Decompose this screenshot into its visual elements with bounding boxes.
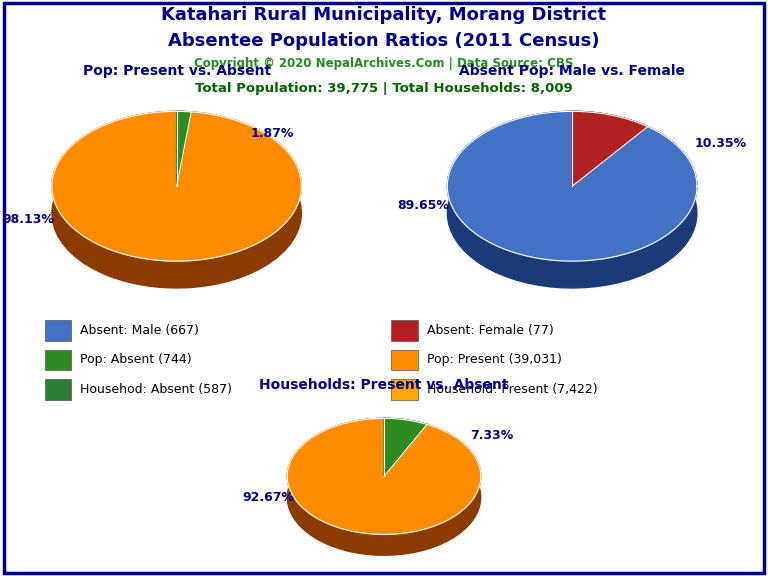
Text: Pop: Present (39,031): Pop: Present (39,031) [427,354,561,366]
Polygon shape [384,418,427,445]
Polygon shape [384,418,427,476]
Text: Absentee Population Ratios (2011 Census): Absentee Population Ratios (2011 Census) [168,32,600,50]
Text: Pop: Absent (744): Pop: Absent (744) [80,354,192,366]
Polygon shape [287,418,481,535]
Polygon shape [287,418,481,555]
Text: Katahari Rural Municipality, Morang District: Katahari Rural Municipality, Morang Dist… [161,6,607,24]
Title: Households: Present vs. Absent: Households: Present vs. Absent [260,378,508,392]
Polygon shape [177,111,191,186]
Text: 92.67%: 92.67% [243,491,295,504]
FancyBboxPatch shape [392,320,418,340]
Text: 10.35%: 10.35% [695,137,747,150]
FancyBboxPatch shape [45,320,71,340]
Polygon shape [448,111,697,288]
Title: Absent Pop: Male vs. Female: Absent Pop: Male vs. Female [459,64,685,78]
Polygon shape [52,111,301,288]
Text: 89.65%: 89.65% [397,199,449,212]
Text: Househod: Absent (587): Househod: Absent (587) [80,383,232,396]
FancyBboxPatch shape [392,350,418,370]
Polygon shape [572,111,647,154]
Text: Absent: Female (77): Absent: Female (77) [427,324,554,337]
FancyBboxPatch shape [392,380,418,400]
Polygon shape [572,111,647,186]
Text: Copyright © 2020 NepalArchives.Com | Data Source: CBS: Copyright © 2020 NepalArchives.Com | Dat… [194,58,574,70]
FancyBboxPatch shape [45,380,71,400]
Text: 98.13%: 98.13% [2,213,54,226]
Text: 7.33%: 7.33% [470,429,514,442]
Polygon shape [448,111,697,261]
Text: Household: Present (7,422): Household: Present (7,422) [427,383,598,396]
FancyBboxPatch shape [45,350,71,370]
Polygon shape [177,111,191,139]
Text: Total Population: 39,775 | Total Households: 8,009: Total Population: 39,775 | Total Househo… [195,82,573,96]
Polygon shape [52,111,301,261]
Title: Pop: Present vs. Absent: Pop: Present vs. Absent [83,64,270,78]
Text: Absent: Male (667): Absent: Male (667) [80,324,199,337]
Text: 1.87%: 1.87% [251,127,294,140]
